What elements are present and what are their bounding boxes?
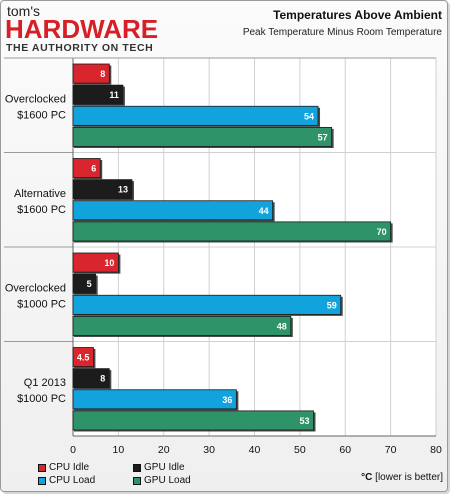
bar — [72, 84, 124, 105]
x-tick-label: 40 — [249, 444, 261, 456]
bar-value-label: 10 — [104, 258, 114, 268]
bar-value-label: 5 — [87, 279, 92, 289]
category-label: $1600 PC — [17, 204, 66, 216]
bar — [72, 105, 319, 126]
bar — [72, 126, 333, 147]
chart-subtitle: Peak Temperature Minus Room Temperature — [242, 27, 442, 38]
legend-item: CPU Load — [38, 475, 95, 486]
bar — [72, 200, 274, 221]
bar — [72, 389, 237, 410]
bar-value-label: 13 — [118, 185, 128, 195]
bar — [72, 273, 97, 294]
x-tick-label: 80 — [430, 444, 442, 456]
x-tick-label: 10 — [113, 444, 125, 456]
logo-toms-text: tom's — [7, 3, 41, 19]
bar — [72, 252, 119, 273]
bar — [72, 347, 94, 368]
bar-value-label: 54 — [304, 111, 314, 121]
bar-value-label: 36 — [222, 395, 232, 405]
chart-title: Temperatures Above Ambient — [273, 8, 442, 22]
axis-note: °C [lower is better] — [361, 472, 443, 483]
bar — [72, 63, 110, 84]
bar — [72, 294, 342, 315]
bar — [72, 221, 392, 242]
legend-item: GPU Load — [133, 475, 191, 486]
legend-swatch — [133, 476, 141, 485]
bar-value-label: 48 — [277, 321, 287, 331]
x-tick-label: 20 — [158, 444, 170, 456]
bar-value-label: 8 — [100, 374, 105, 384]
bar-value-label: 11 — [109, 90, 119, 100]
x-tick-label: 50 — [294, 444, 306, 456]
category-label: Overclocked — [5, 282, 66, 294]
x-tick-label: 70 — [385, 444, 397, 456]
x-tick-label: 60 — [339, 444, 351, 456]
legend-item: CPU Idle — [38, 462, 89, 473]
category-label: $1000 PC — [17, 298, 66, 310]
category-label: $1000 PC — [17, 393, 66, 405]
legend-item: GPU Idle — [133, 462, 185, 473]
bar-value-label: 57 — [318, 132, 328, 142]
axis-note-unit: °C — [361, 472, 373, 483]
category-label: $1600 PC — [17, 109, 66, 121]
bar-value-label: 59 — [327, 300, 337, 310]
logo-hardware-text: HARDWARE — [5, 14, 159, 44]
category-label: Alternative — [14, 188, 66, 200]
legend-label: GPU Load — [144, 475, 191, 486]
bar — [72, 158, 101, 179]
bar-value-label: 6 — [91, 164, 96, 174]
legend-label: CPU Load — [49, 475, 96, 486]
bar-value-label: 70 — [377, 227, 387, 237]
bar-value-label: 8 — [100, 69, 105, 79]
legend-swatch — [38, 476, 46, 485]
category-label: Q1 2013 — [24, 377, 66, 389]
bar — [72, 179, 133, 200]
bar-value-label: 4.5 — [77, 353, 90, 363]
bar — [72, 368, 110, 389]
logo-tagline: THE AUTHORITY ON TECH — [6, 42, 154, 54]
bar — [72, 410, 314, 431]
category-label: Overclocked — [5, 93, 66, 105]
x-tick-label: 0 — [70, 444, 76, 456]
legend-label: GPU Idle — [144, 462, 185, 473]
axis-note-text: [lower is better] — [372, 472, 443, 483]
legend-swatch — [38, 463, 46, 472]
bar-value-label: 53 — [299, 416, 309, 426]
legend-label: CPU Idle — [49, 462, 90, 473]
bar — [72, 315, 292, 336]
bar-value-label: 44 — [259, 206, 269, 216]
x-tick-label: 30 — [203, 444, 215, 456]
legend-swatch — [133, 463, 141, 472]
